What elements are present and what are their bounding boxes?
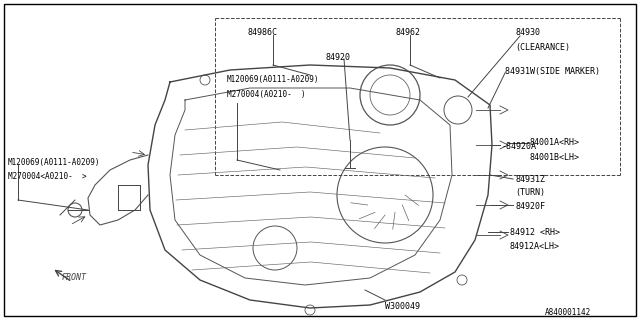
Text: -84920A: -84920A [502,142,537,151]
Text: 84931Z: 84931Z [515,175,545,184]
Text: W300049: W300049 [385,302,420,311]
Text: A840001142: A840001142 [545,308,591,317]
Text: 84962: 84962 [395,28,420,37]
Text: M120069(A0111-A0209): M120069(A0111-A0209) [8,158,100,167]
Text: 84986C: 84986C [248,28,278,37]
Text: 84001B<LH>: 84001B<LH> [530,153,580,162]
Text: M120069(A0111-A0209): M120069(A0111-A0209) [227,75,319,84]
Text: 84920F: 84920F [515,202,545,211]
Text: 84920: 84920 [325,53,350,62]
Text: (CLEARANCE): (CLEARANCE) [515,43,570,52]
Text: M270004(A0210-  ): M270004(A0210- ) [227,90,306,99]
Text: 84931W(SIDE MARKER): 84931W(SIDE MARKER) [505,67,600,76]
Text: (TURN): (TURN) [515,188,545,197]
Text: 84912 <RH>: 84912 <RH> [510,228,560,237]
Text: 84001A<RH>: 84001A<RH> [530,138,580,147]
Text: 84930: 84930 [515,28,540,37]
Text: M270004<A0210-  >: M270004<A0210- > [8,172,86,181]
Text: FRONT: FRONT [62,273,87,282]
Text: 84912A<LH>: 84912A<LH> [510,242,560,251]
